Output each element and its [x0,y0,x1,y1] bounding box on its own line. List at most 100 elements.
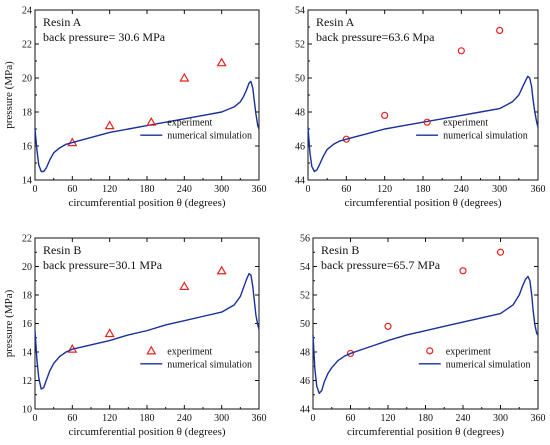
legend-label: numerical simulation [167,359,252,370]
experiment-point [381,111,389,120]
x-tick-label: 0 [306,184,311,195]
y-tick-label: 54 [295,6,305,17]
x-tick-label: 180 [418,413,433,424]
experiment-point [342,135,350,143]
x-tick-label: 300 [214,184,229,195]
y-tick-label: 12 [22,376,32,387]
x-tick-label: 60 [341,184,351,195]
experiment-point [216,265,227,275]
simulation-line [34,80,260,173]
legend-marker-swatch [423,118,431,126]
x-tick-label: 360 [531,184,546,195]
x-tick-label: 240 [177,184,192,195]
x-tick-label: 0 [311,413,316,424]
panel-label: Resin B [43,243,81,257]
y-tick-label: 18 [22,108,32,119]
experiment-point [346,349,355,358]
legend-label: numerical simulation [167,131,252,142]
x-tick-label: 120 [102,184,117,195]
legend-marker-swatch [146,345,157,355]
condition-label: back pressure=63.6 Mpa [316,30,435,44]
condition-label: back pressure=65.7 MPa [321,258,441,272]
experiment-point [496,248,505,256]
y-tick-label: 14 [22,348,32,359]
x-tick-label: 120 [381,413,396,424]
legend: experiment numerical simulation [418,346,531,370]
y-tick-label: 18 [22,291,32,302]
experiment-point [104,120,115,130]
chart-panel-tr: 0 60 120 180 240 300 360 44 46 48 50 52 54 circumfere… [295,6,546,210]
legend-label: numerical simulation [446,359,531,370]
y-tick-label: 50 [295,74,305,85]
y-tick-label: 48 [295,108,305,119]
x-tick-label: 0 [33,184,38,195]
y-tick-label: 56 [300,234,310,245]
y-tick-label: 46 [295,142,305,153]
x-tick-label: 120 [377,184,392,195]
y-tick-label: 22 [22,40,32,51]
y-tick-label: 14 [22,176,32,187]
experiment-point [384,322,392,330]
chart-panel-br: 0 60 120 180 240 300 360 44 46 48 50 52 54 56 circumfe… [300,234,546,439]
simulation-line [312,275,539,395]
y-tick-label: 46 [300,376,310,387]
x-tick-label: 300 [493,413,508,424]
y-tick-label: 16 [22,142,32,153]
condition-label: back pressure= 30.6 MPa [43,30,166,44]
experiment-point [216,57,227,67]
y-tick-label: 22 [22,234,32,245]
x-tick-label: 60 [346,413,356,424]
legend-label: numerical simulation [443,131,528,142]
y-tick-label: 44 [295,176,305,187]
x-tick-label: 240 [177,413,192,424]
experiment-point [496,26,504,34]
legend-label: experiment [443,118,488,129]
legend: experiment numerical simulation [416,118,528,142]
x-tick-label: 120 [102,413,117,424]
x-axis-label: circumferential position θ (degrees) [344,197,501,209]
panel-label: Resin A [316,15,355,29]
x-tick-label: 300 [214,413,229,424]
legend-label: experiment [446,346,491,357]
x-tick-label: 180 [140,184,155,195]
y-tick-label: 44 [300,405,310,416]
y-axis-label: pressure (MPa) [3,61,15,129]
legend-label: experiment [167,118,212,129]
x-axis-label: circumferential position θ (degrees) [68,426,225,438]
condition-label: back pressure=30.1 MPa [43,258,163,272]
x-tick-label: 300 [492,184,507,195]
experiment-point [459,267,467,275]
legend: experiment numerical simulation [140,116,252,142]
x-tick-label: 360 [252,184,267,195]
experiment-point [179,281,190,291]
legend-label: experiment [167,346,212,357]
y-tick-label: 50 [300,319,310,330]
x-tick-label: 360 [531,413,546,424]
x-tick-label: 0 [33,413,38,424]
legend-marker-swatch [426,347,434,355]
y-tick-label: 24 [22,6,32,17]
y-axis-label: pressure (MPa) [3,289,15,357]
legend: experiment numerical simulation [140,345,252,370]
chart-panel-bl: 0 60 120 180 240 300 360 10 12 14 16 18 20 22 circumfe… [3,234,267,439]
simulation-line [34,272,260,390]
y-tick-label: 52 [295,40,305,51]
legend-marker-swatch [146,116,157,126]
x-axis-label: circumferential position θ (degrees) [347,426,504,438]
x-tick-label: 60 [67,184,77,195]
y-tick-label: 20 [22,262,32,273]
simulation-line [307,75,539,173]
experiment-point [179,72,190,82]
x-tick-label: 240 [454,184,469,195]
chart-panel-tl: 0 60 120 180 240 300 360 14 16 18 20 22 24 circumfere… [3,6,267,210]
y-tick-label: 52 [300,291,310,302]
experiment-point [104,328,115,338]
x-tick-label: 240 [456,413,471,424]
y-tick-label: 54 [300,262,310,273]
experiment-point [457,47,465,55]
x-tick-label: 180 [416,184,431,195]
y-tick-label: 10 [22,405,32,416]
x-tick-label: 60 [67,413,77,424]
panel-label: Resin A [43,15,82,29]
